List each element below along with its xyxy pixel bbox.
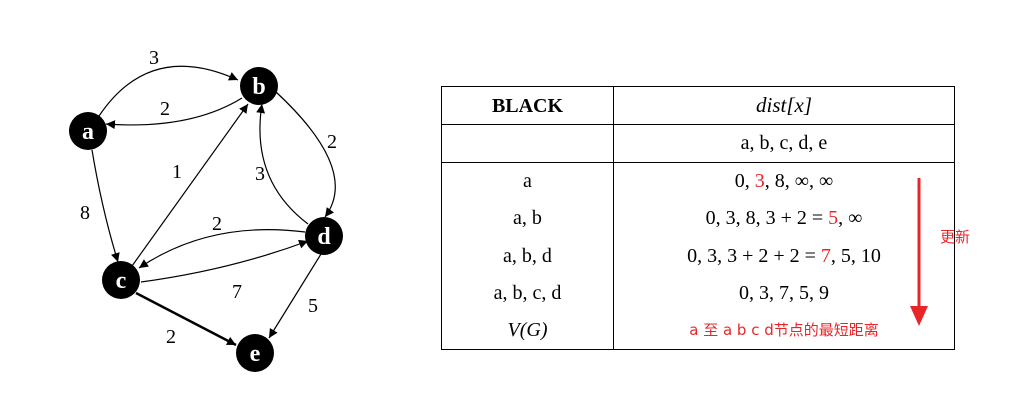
weight-d-b: 3 [255, 163, 265, 185]
edge-b-a [105, 97, 243, 130]
weight-a-c: 8 [80, 202, 90, 224]
table-final-row: V(G) a 至 a b c d节点的最短距离 [441, 311, 955, 350]
node-c: c [102, 261, 140, 299]
black-cell: a, b, d [441, 237, 614, 275]
update-label: 更新 [940, 228, 971, 246]
node-e: e [236, 334, 274, 372]
node-d: d [305, 217, 343, 255]
dist-cell: 0, 3, 8, ∞, ∞ [613, 162, 955, 200]
graph-diagram: 3 2 8 1 2 3 2 7 5 2 a b c d e [69, 47, 343, 372]
weight-c-e: 2 [166, 326, 176, 348]
final-note-cell: a 至 a b c d节点的最短距离 [613, 311, 955, 350]
table-order-row: a, b, c, d, e [441, 124, 955, 163]
table-row: a 0, 3, 8, ∞, ∞ [441, 162, 955, 200]
black-cell: a [441, 162, 614, 200]
dist-cell: 0, 3, 3 + 2 + 2 = 7, 5, 10 [613, 237, 955, 275]
svg-text:c: c [116, 268, 127, 294]
order-empty-cell [441, 124, 614, 163]
weight-d-e: 5 [308, 295, 318, 317]
distance-table: BLACK dist[x] a, b, c, d, e a 0, 3, 8, ∞… [441, 85, 955, 350]
black-cell: a, b, c, d [441, 274, 614, 312]
svg-text:a: a [82, 119, 94, 145]
weight-b-a: 2 [160, 98, 170, 120]
weight-c-b: 1 [172, 161, 182, 183]
table-row: a, b 0, 3, 8, 3 + 2 = 5, ∞ [441, 199, 955, 238]
table-header-row: BLACK dist[x] [441, 85, 955, 126]
final-black-cell: V(G) [441, 311, 614, 350]
weight-d-c: 2 [212, 213, 222, 235]
edge-d-e [268, 253, 322, 339]
edge-b-d [275, 91, 336, 218]
header-black: BLACK [441, 85, 614, 126]
node-b: b [240, 67, 278, 105]
dist-cell: 0, 3, 8, 3 + 2 = 5, ∞ [613, 199, 955, 238]
weight-c-d: 7 [232, 281, 242, 303]
node-a: a [69, 112, 107, 150]
edge-c-b [131, 103, 249, 267]
svg-text:e: e [250, 341, 261, 367]
dist-cell: 0, 3, 7, 5, 9 [613, 274, 955, 312]
weight-a-b: 3 [149, 47, 159, 69]
edge-d-c [138, 229, 306, 269]
order-cell: a, b, c, d, e [613, 124, 955, 163]
table-row: a, b, d 0, 3, 3 + 2 + 2 = 7, 5, 10 [441, 237, 955, 275]
black-cell: a, b [441, 199, 614, 238]
svg-text:d: d [317, 224, 331, 250]
edge-d-b [256, 103, 309, 225]
header-dist: dist[x] [613, 85, 955, 126]
svg-text:b: b [252, 74, 265, 100]
update-arrow-icon [910, 178, 928, 326]
edge-c-d [140, 239, 309, 283]
edge-c-e [135, 291, 237, 347]
edge-a-c [91, 149, 120, 263]
weight-b-d: 2 [327, 131, 337, 153]
table-row: a, b, c, d 0, 3, 7, 5, 9 [441, 274, 955, 312]
edge-a-b [98, 65, 239, 117]
